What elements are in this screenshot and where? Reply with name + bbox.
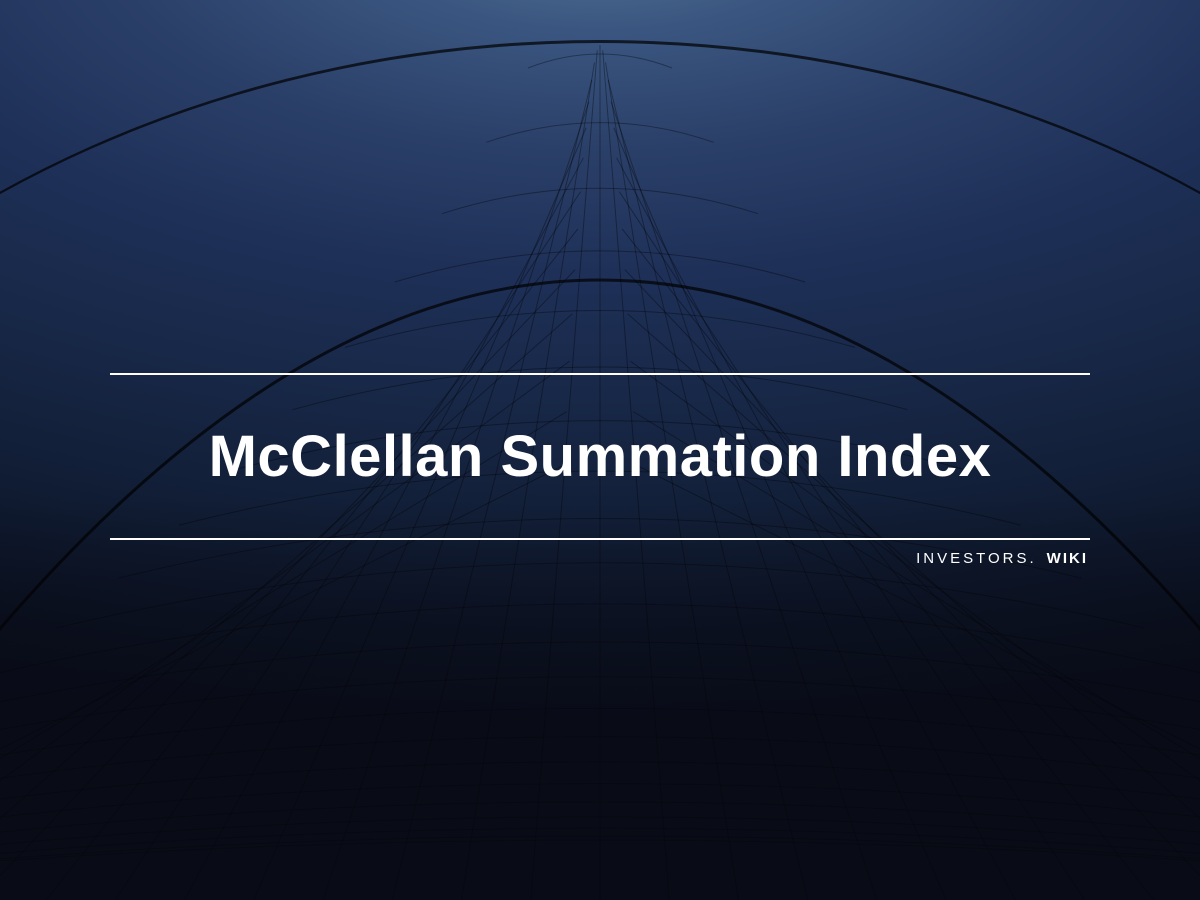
bottom-rule xyxy=(110,538,1090,540)
title-block: McClellan Summation Index INVESTORS. WIK… xyxy=(110,373,1090,567)
attribution-secondary: WIKI xyxy=(1047,550,1088,567)
hero-content: McClellan Summation Index INVESTORS. WIK… xyxy=(0,0,1200,900)
attribution: INVESTORS. WIKI xyxy=(110,550,1090,567)
attribution-primary: INVESTORS. xyxy=(916,550,1037,567)
page-title: McClellan Summation Index xyxy=(110,375,1090,538)
